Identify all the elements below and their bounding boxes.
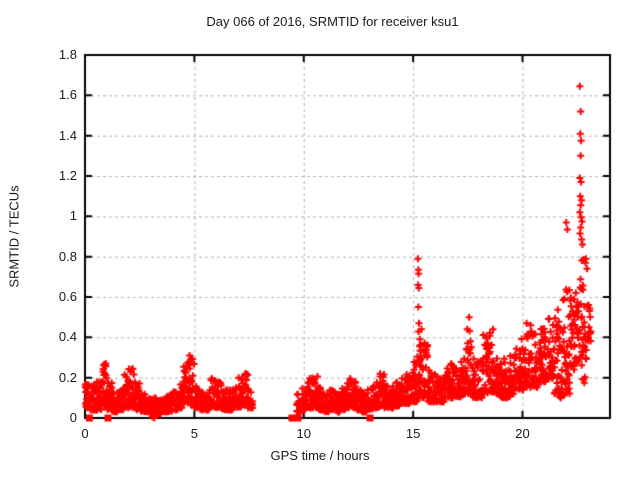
x-tick-label: 10 <box>296 426 311 441</box>
y-tick-label: 1.6 <box>58 87 77 103</box>
x-tick-label: 0 <box>81 426 89 441</box>
y-tick-label: 0.8 <box>58 248 77 264</box>
y-tick-label: 1 <box>69 208 77 224</box>
y-tick-label: 0 <box>69 410 77 425</box>
y-tick-label: 0.6 <box>58 289 77 304</box>
y-axis-label: SRMTID / TECUs <box>6 185 22 288</box>
x-tick-label: 20 <box>515 426 530 441</box>
x-tick-label: 5 <box>190 426 198 441</box>
y-tick-label: 0.2 <box>58 369 77 385</box>
y-tick-label: 1.2 <box>58 168 77 183</box>
chart-title: Day 066 of 2016, SRMTID for receiver ksu… <box>206 14 459 29</box>
y-tick-label: 1.8 <box>58 47 77 62</box>
x-axis-label: GPS time / hours <box>270 448 370 463</box>
x-tick-label: 15 <box>405 426 421 441</box>
y-tick-label: 0.4 <box>58 329 77 345</box>
y-tick-label: 1.4 <box>58 127 77 143</box>
